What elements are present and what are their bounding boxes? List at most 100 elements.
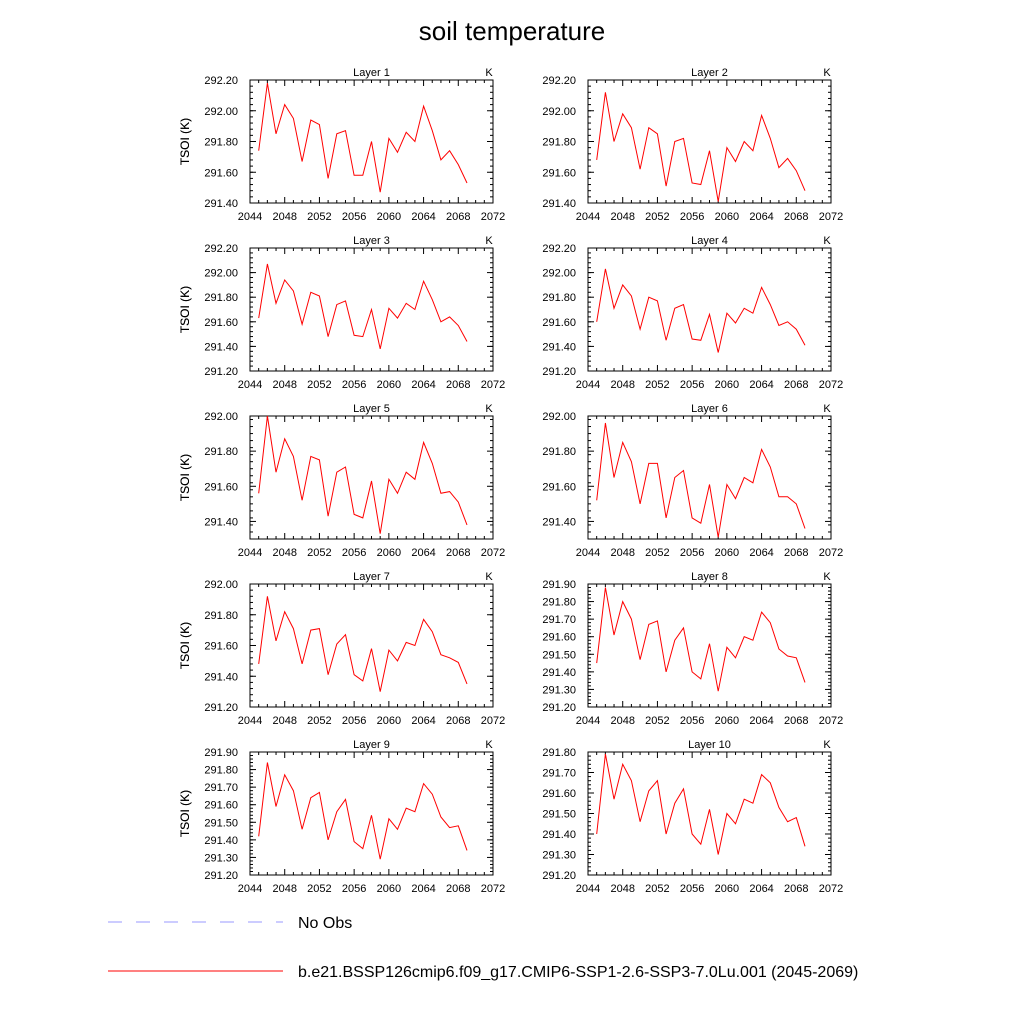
- x-tick-label: 2068: [446, 883, 470, 895]
- y-tick-label: 291.30: [204, 852, 238, 864]
- x-tick-label: 2068: [784, 883, 808, 895]
- y-axis-label: TSOI (K): [178, 622, 192, 669]
- x-tick-label: 2064: [411, 379, 435, 391]
- y-tick-label: 291.30: [542, 850, 576, 862]
- series-line: [596, 753, 806, 855]
- panel-layer-3: Layer 3 K TSOI (K) 2044 2048 2052 2056 2060 2064…: [178, 235, 505, 391]
- x-tick-label: 2048: [610, 379, 634, 391]
- x-tick-label: 2044: [238, 379, 262, 391]
- y-tick-label: 292.00: [204, 268, 238, 280]
- y-tick-label: 291.60: [542, 167, 576, 179]
- panel-layer-9: Layer 9 K TSOI (K) 2044 2048 2052 2056 2060 2064…: [178, 739, 505, 895]
- y-tick-label: 291.80: [204, 610, 238, 622]
- y-tick-label: 291.20: [204, 702, 238, 714]
- x-tick-label: 2064: [411, 883, 435, 895]
- x-tick-label: 2052: [307, 211, 331, 223]
- y-tick-label: 291.40: [204, 835, 238, 847]
- x-tick-label: 2052: [307, 883, 331, 895]
- x-tick-label: 2056: [342, 547, 366, 559]
- y-tick-label: 292.00: [204, 411, 238, 423]
- x-tick-label: 2056: [342, 715, 366, 727]
- y-tick-label: 292.00: [204, 106, 238, 118]
- x-tick-label: 2072: [481, 883, 505, 895]
- unit-label: K: [823, 235, 831, 247]
- unit-label: K: [823, 571, 831, 583]
- x-tick-label: 2068: [446, 379, 470, 391]
- y-tick-label: 291.40: [542, 516, 576, 528]
- x-tick-label: 2072: [819, 547, 843, 559]
- y-tick-label: 291.60: [542, 481, 576, 493]
- panel-title: Layer 4: [691, 235, 728, 247]
- x-tick-label: 2068: [784, 379, 808, 391]
- x-tick-label: 2048: [272, 715, 296, 727]
- y-tick-label: 291.30: [542, 684, 576, 696]
- series-line: [258, 596, 468, 692]
- series-line: [258, 83, 468, 193]
- x-tick-label: 2060: [715, 379, 739, 391]
- x-tick-label: 2048: [272, 547, 296, 559]
- x-tick-label: 2072: [819, 379, 843, 391]
- x-tick-label: 2044: [238, 715, 262, 727]
- y-axis-label: TSOI (K): [178, 790, 192, 837]
- x-tick-label: 2060: [715, 547, 739, 559]
- x-tick-label: 2044: [576, 547, 600, 559]
- x-tick-label: 2048: [272, 211, 296, 223]
- y-axis-label: TSOI (K): [178, 118, 192, 165]
- x-tick-label: 2060: [715, 883, 739, 895]
- x-tick-label: 2056: [680, 883, 704, 895]
- x-tick-label: 2064: [749, 379, 773, 391]
- y-tick-label: 291.40: [542, 341, 576, 353]
- y-axis-label: TSOI (K): [178, 454, 192, 501]
- y-tick-label: 292.20: [542, 75, 576, 87]
- x-tick-label: 2064: [749, 211, 773, 223]
- x-tick-label: 2064: [749, 715, 773, 727]
- y-tick-label: 291.40: [204, 198, 238, 210]
- panel-title: Layer 1: [353, 67, 390, 79]
- series-line: [258, 263, 468, 350]
- x-tick-label: 2072: [481, 211, 505, 223]
- x-tick-label: 2068: [446, 715, 470, 727]
- y-tick-label: 291.60: [204, 167, 238, 179]
- y-tick-label: 291.70: [542, 614, 576, 626]
- y-tick-label: 292.20: [204, 75, 238, 87]
- x-tick-label: 2056: [342, 379, 366, 391]
- x-tick-label: 2068: [784, 715, 808, 727]
- x-tick-label: 2052: [645, 883, 669, 895]
- x-tick-label: 2052: [645, 547, 669, 559]
- x-tick-label: 2052: [645, 715, 669, 727]
- x-tick-label: 2044: [238, 883, 262, 895]
- y-tick-label: 291.20: [542, 702, 576, 714]
- y-axis-label: TSOI (K): [178, 286, 192, 333]
- plot-frame: [249, 415, 494, 540]
- unit-label: K: [823, 67, 831, 79]
- y-tick-label: 291.40: [542, 829, 576, 841]
- unit-label: K: [485, 403, 493, 415]
- legend-label: No Obs: [298, 915, 352, 932]
- unit-label: K: [485, 235, 493, 247]
- unit-label: K: [485, 67, 493, 79]
- x-tick-label: 2060: [377, 547, 401, 559]
- legend-label: b.e21.BSSP126cmip6.f09_g17.CMIP6-SSP1-2.…: [298, 964, 858, 981]
- x-tick-label: 2072: [819, 715, 843, 727]
- plot-frame: [249, 583, 494, 708]
- x-tick-label: 2048: [610, 883, 634, 895]
- x-tick-label: 2048: [610, 715, 634, 727]
- y-tick-label: 292.00: [542, 411, 576, 423]
- x-tick-label: 2072: [481, 547, 505, 559]
- y-tick-label: 292.20: [204, 243, 238, 255]
- panel-title: Layer 6: [691, 403, 728, 415]
- y-axis-label: TSOI (K): [178, 286, 192, 333]
- y-tick-label: 291.40: [204, 341, 238, 353]
- x-tick-label: 2052: [645, 211, 669, 223]
- unit-label: K: [823, 403, 831, 415]
- x-tick-label: 2056: [680, 211, 704, 223]
- y-axis-label: TSOI (K): [178, 790, 192, 837]
- y-tick-label: 292.20: [542, 243, 576, 255]
- x-tick-label: 2044: [238, 547, 262, 559]
- x-tick-label: 2044: [576, 379, 600, 391]
- x-tick-label: 2048: [610, 211, 634, 223]
- x-tick-label: 2068: [784, 211, 808, 223]
- y-tick-label: 291.80: [542, 292, 576, 304]
- x-tick-label: 2064: [411, 715, 435, 727]
- panel-title: Layer 7: [353, 571, 390, 583]
